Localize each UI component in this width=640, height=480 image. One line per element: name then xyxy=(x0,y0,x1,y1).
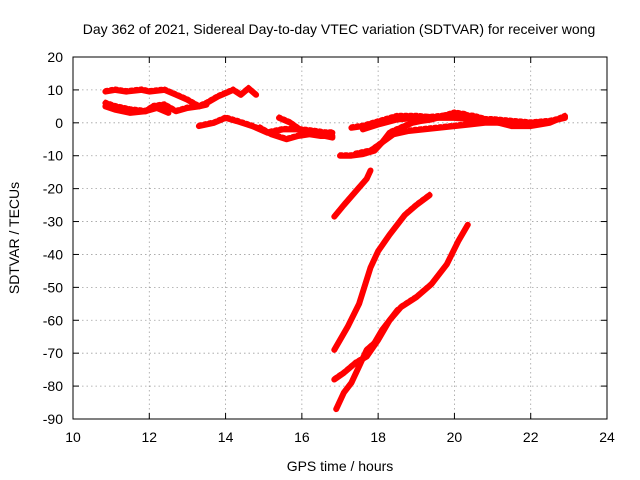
series-track-10-scatter xyxy=(338,109,468,156)
series-track-2-scatter xyxy=(103,99,208,111)
series-track-14-scatter xyxy=(334,306,399,409)
y-tick-label: -60 xyxy=(43,312,63,328)
chart-title: Day 362 of 2021, Sidereal Day-to-day VTE… xyxy=(83,21,596,37)
series-track-11-scatter xyxy=(332,167,372,217)
x-tick-label: 24 xyxy=(599,429,615,445)
x-tick-label: 12 xyxy=(141,429,157,445)
series-track-13-scatter xyxy=(332,221,470,379)
series-track-12-scatter xyxy=(332,191,432,350)
series-track-10 xyxy=(337,109,469,159)
y-tick-label: -20 xyxy=(43,181,63,197)
series-track-6-scatter xyxy=(277,114,334,138)
y-tick-label: -80 xyxy=(43,378,63,394)
x-tick-label: 20 xyxy=(447,429,463,445)
x-tick-label: 18 xyxy=(370,429,386,445)
y-tick-label: -70 xyxy=(43,345,63,361)
series-track-13 xyxy=(331,221,471,383)
y-tick-label: -40 xyxy=(43,246,63,262)
x-axis-label: GPS time / hours xyxy=(287,458,394,474)
plot-frame xyxy=(72,56,608,420)
grid xyxy=(73,57,607,419)
x-tick-label: 14 xyxy=(218,429,234,445)
y-tick-label: -10 xyxy=(43,148,63,164)
y-tick-label: -50 xyxy=(43,279,63,295)
y-tick-label: 20 xyxy=(47,49,63,65)
series-track-3-scatter xyxy=(103,102,170,113)
series-track-3 xyxy=(102,103,172,116)
data-series xyxy=(102,84,568,413)
y-tick-label: 10 xyxy=(47,82,63,98)
y-axis-label: SDTVAR / TECUs xyxy=(6,182,22,294)
y-tick-label: 0 xyxy=(55,115,63,131)
x-tick-label: 16 xyxy=(294,429,310,445)
series-track-1 xyxy=(102,85,260,110)
series-track-6 xyxy=(276,114,336,141)
y-tick-label: -30 xyxy=(43,214,63,230)
y-tick-label: -90 xyxy=(43,411,63,427)
x-tick-label: 10 xyxy=(65,429,81,445)
series-track-1-scatter xyxy=(103,84,258,106)
x-tick-label: 22 xyxy=(523,429,539,445)
axis-ticks: 10 12 14 16 18 20 22 24 20 10 0 -10 -20 -30 -40 -50 -60 -… xyxy=(43,49,615,445)
